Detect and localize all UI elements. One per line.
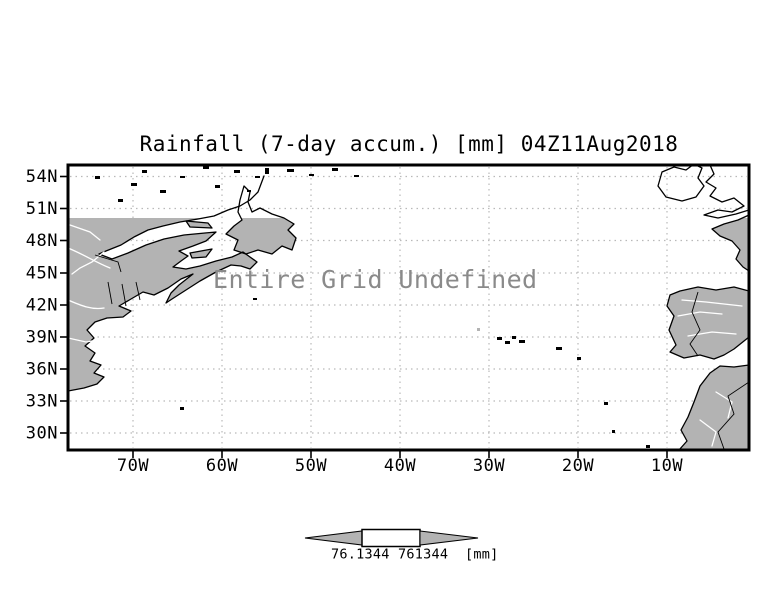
plot-title: Rainfall (7-day accum.) [mm] 04Z11Aug201… — [140, 132, 679, 156]
lon-tick-label: 30W — [473, 456, 505, 476]
lon-tick-label: 70W — [117, 456, 149, 476]
lon-tick-label: 10W — [651, 456, 683, 476]
colorbar-left-arrow — [304, 530, 363, 546]
map-frame — [66, 163, 751, 452]
map-inland-detail — [68, 166, 749, 450]
lat-tick-label: 45N — [26, 264, 58, 284]
lon-tick-label: 60W — [206, 456, 238, 476]
small-islands — [180, 298, 650, 448]
lat-tick-label: 36N — [26, 360, 58, 380]
coast-britain — [703, 165, 749, 219]
lat-tick-label: 51N — [26, 199, 58, 219]
land-france — [712, 218, 749, 271]
colorbar-label: 76.1344 761344 [mm] — [331, 547, 499, 563]
land-newfoundland — [226, 218, 296, 254]
political-borders — [94, 254, 749, 450]
lon-tick-label: 20W — [562, 456, 594, 476]
lakes — [95, 166, 359, 202]
lon-tick-label: 40W — [384, 456, 416, 476]
colorbar-right-arrow — [419, 530, 479, 546]
land-iberia — [667, 287, 749, 359]
coastlines — [68, 165, 749, 450]
land-north-africa — [679, 365, 749, 450]
graticule-gridlines — [70, 167, 747, 448]
lat-axis: 54N 51N 48N 45N 42N 39N 36N 33N 30N — [26, 167, 67, 444]
lat-tick-label: 39N — [26, 328, 58, 348]
colorbar-segment — [361, 528, 421, 548]
coast-ireland — [657, 165, 705, 202]
lat-tick-label: 48N — [26, 231, 58, 251]
land-anticosti-island — [186, 221, 212, 228]
lat-tick-label: 54N — [26, 167, 58, 187]
lat-tick-label: 33N — [26, 392, 58, 412]
lat-tick-label: 42N — [26, 296, 58, 316]
colorbar: 76.1344 761344 [mm] — [304, 528, 499, 563]
rivers — [68, 224, 743, 447]
lat-tick-label: 30N — [26, 424, 58, 444]
lon-tick-label: 50W — [295, 456, 327, 476]
status-text: Entire Grid Undefined — [213, 265, 537, 294]
lon-axis: 70W 60W 50W 40W 30W 20W 10W — [117, 451, 683, 476]
